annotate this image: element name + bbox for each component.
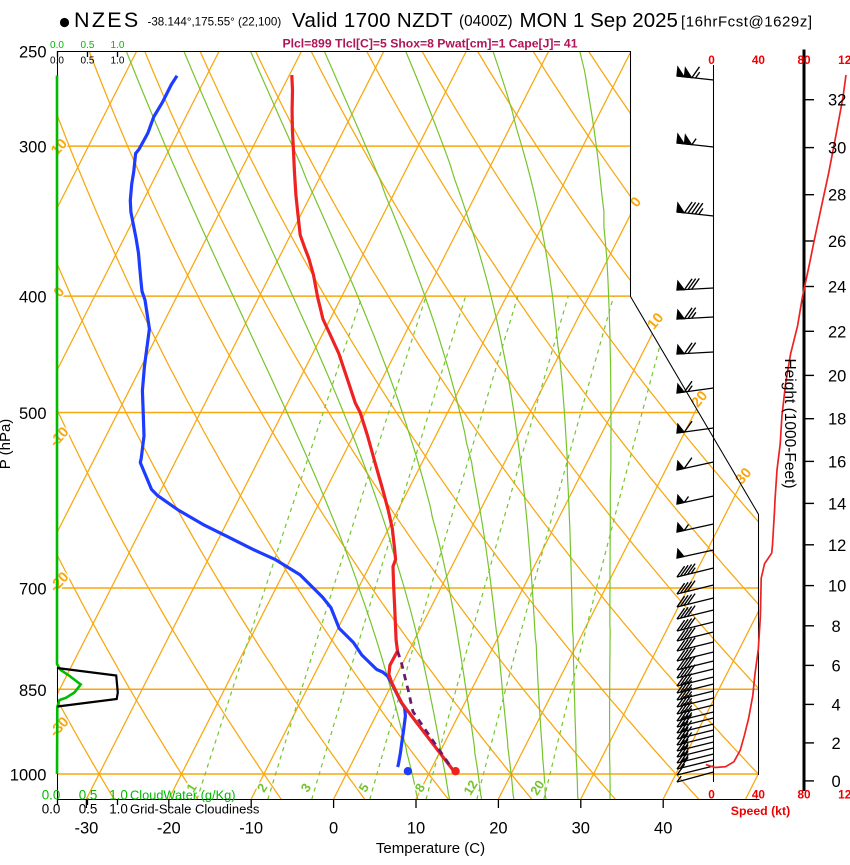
svg-text:-30: -30 xyxy=(74,820,98,838)
svg-text:500: 500 xyxy=(19,405,47,423)
svg-text:10: 10 xyxy=(407,820,425,838)
svg-text:18: 18 xyxy=(828,411,846,429)
svg-text:MON 1 Sep 2025: MON 1 Sep 2025 xyxy=(520,9,678,32)
svg-text:-38.144°,175.55° (22,100): -38.144°,175.55° (22,100) xyxy=(148,16,282,29)
svg-text:250: 250 xyxy=(19,44,47,62)
svg-text:6: 6 xyxy=(832,657,841,675)
svg-text:1.0: 1.0 xyxy=(111,40,125,51)
svg-text:[16hrFcst@1629z]: [16hrFcst@1629z] xyxy=(681,14,813,31)
svg-text:120: 120 xyxy=(838,788,850,802)
svg-text:2: 2 xyxy=(832,735,841,753)
svg-text:400: 400 xyxy=(19,289,47,307)
svg-text:8: 8 xyxy=(832,618,841,636)
svg-text:24: 24 xyxy=(828,279,846,297)
svg-text:1000: 1000 xyxy=(10,767,47,785)
svg-text:850: 850 xyxy=(19,682,47,700)
svg-text:CloudWater (g/Kg): CloudWater (g/Kg) xyxy=(130,788,236,803)
svg-text:40: 40 xyxy=(654,820,672,838)
svg-text:-20: -20 xyxy=(157,820,181,838)
svg-text:120: 120 xyxy=(838,53,850,67)
svg-text:0.0: 0.0 xyxy=(50,40,64,51)
svg-text:Valid 1700 NZDT: Valid 1700 NZDT xyxy=(292,9,453,32)
svg-text:14: 14 xyxy=(828,495,846,513)
svg-text:0.5: 0.5 xyxy=(81,56,95,67)
svg-text:1.0: 1.0 xyxy=(111,56,125,67)
svg-text:300: 300 xyxy=(19,139,47,157)
svg-text:16: 16 xyxy=(828,453,846,471)
svg-text:30: 30 xyxy=(572,820,590,838)
svg-text:40: 40 xyxy=(752,53,766,67)
svg-text:NZES: NZES xyxy=(74,8,141,32)
svg-text:700: 700 xyxy=(19,581,47,599)
svg-text:22: 22 xyxy=(828,323,846,341)
svg-text:26: 26 xyxy=(828,233,846,251)
svg-text:4: 4 xyxy=(832,696,841,714)
svg-text:80: 80 xyxy=(797,788,811,802)
svg-text:1.0: 1.0 xyxy=(109,802,128,817)
svg-text:12: 12 xyxy=(828,537,846,555)
svg-text:0.0: 0.0 xyxy=(42,788,61,803)
svg-text:0: 0 xyxy=(329,820,338,838)
svg-text:1.0: 1.0 xyxy=(109,788,128,803)
svg-text:28: 28 xyxy=(828,187,846,205)
svg-text:P (hPa): P (hPa) xyxy=(0,419,14,470)
svg-text:0.5: 0.5 xyxy=(79,788,98,803)
svg-text:20: 20 xyxy=(828,367,846,385)
svg-text:0.5: 0.5 xyxy=(81,40,95,51)
svg-text:Grid-Scale Cloudiness: Grid-Scale Cloudiness xyxy=(130,802,260,817)
svg-text:80: 80 xyxy=(797,53,811,67)
svg-text:0.0: 0.0 xyxy=(50,56,64,67)
svg-text:40: 40 xyxy=(752,788,766,802)
svg-text:Temperature (C): Temperature (C) xyxy=(376,840,485,857)
svg-text:Height (1000-Feet): Height (1000-Feet) xyxy=(781,358,798,488)
svg-text:20: 20 xyxy=(489,820,507,838)
svg-text:0: 0 xyxy=(708,788,715,802)
svg-text:0.0: 0.0 xyxy=(42,802,61,817)
svg-text:Speed (kt): Speed (kt) xyxy=(731,804,790,818)
svg-text:30: 30 xyxy=(828,140,846,158)
svg-text:0: 0 xyxy=(708,53,715,67)
svg-text:-10: -10 xyxy=(239,820,263,838)
svg-text:(0400Z): (0400Z) xyxy=(459,13,513,30)
svg-text:0.5: 0.5 xyxy=(79,802,98,817)
svg-text:10: 10 xyxy=(828,578,846,596)
svg-text:0: 0 xyxy=(832,773,841,791)
svg-text:Plcl=899 Tlcl[C]=5 Shox=8 Pwat: Plcl=899 Tlcl[C]=5 Shox=8 Pwat[cm]=1 Cap… xyxy=(282,37,577,51)
svg-text:32: 32 xyxy=(828,92,846,110)
